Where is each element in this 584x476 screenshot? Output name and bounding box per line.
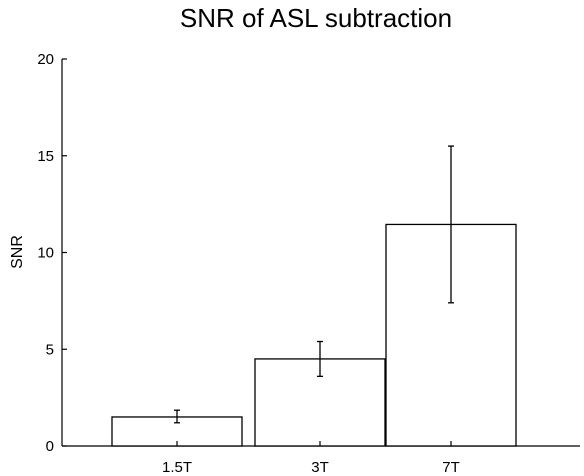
plot-area: 0 5 10 15 20 1.5T 3T 7T [37,51,580,476]
x-tick-label: 7T [442,459,460,476]
y-axis-label: SNR [9,235,26,269]
x-tick-label: 3T [311,459,329,476]
y-tick-label: 0 [46,438,54,455]
y-tick-label: 15 [37,148,54,165]
y-tick-label: 10 [37,245,54,262]
y-tick-label: 20 [37,51,54,68]
y-tick-label: 5 [46,341,54,358]
x-tick-label: 1.5T [162,459,192,476]
chart-title: SNR of ASL subtraction [180,3,452,33]
